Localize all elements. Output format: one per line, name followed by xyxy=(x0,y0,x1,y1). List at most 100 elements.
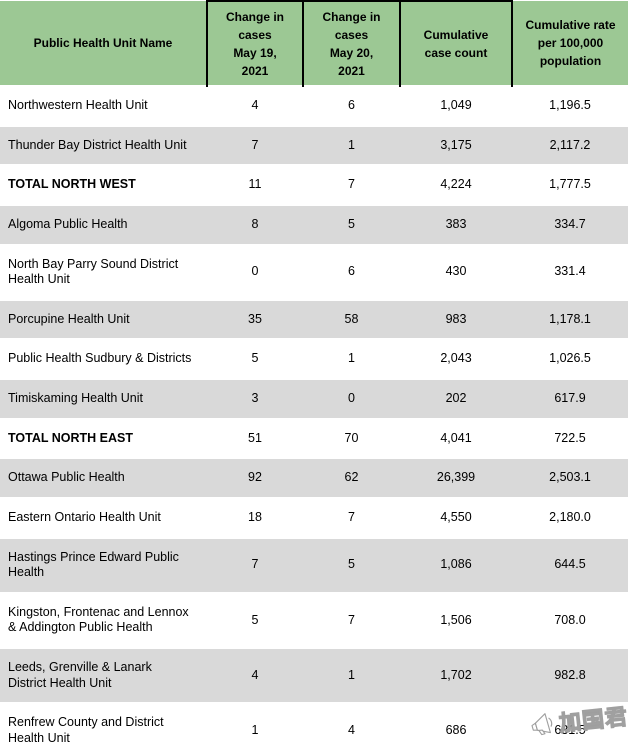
cell-cumulative-rate: 1,777.5 xyxy=(512,165,628,205)
cell-unit-name: Algoma Public Health xyxy=(0,204,207,245)
cell-unit-name: Kingston, Frontenac and Lennox & Addingt… xyxy=(0,592,207,648)
table-row: TOTAL NORTH WEST 11 7 4,224 1,777.5 xyxy=(0,165,628,205)
table-row: Timiskaming Health Unit 3 0 202 617.9 xyxy=(0,379,628,419)
cell-change-may20: 7 xyxy=(303,497,400,538)
cell-change-may20: 6 xyxy=(303,244,400,300)
cell-change-may19: 7 xyxy=(207,537,303,593)
cell-unit-name: Leeds, Grenville & Lanark District Healt… xyxy=(0,648,207,704)
cell-change-may19: 35 xyxy=(207,299,303,340)
table-row: Thunder Bay District Health Unit 7 1 3,1… xyxy=(0,125,628,166)
cell-cumulative-rate: 631.5 xyxy=(512,703,628,749)
cell-change-may20: 5 xyxy=(303,204,400,245)
cell-unit-name: Timiskaming Health Unit xyxy=(0,379,207,419)
cell-unit-name: Eastern Ontario Health Unit xyxy=(0,497,207,538)
cell-cumulative-rate: 331.4 xyxy=(512,244,628,300)
cell-change-may20: 5 xyxy=(303,537,400,593)
cell-cumulative-rate: 722.5 xyxy=(512,418,628,459)
header-unit-name: Public Health Unit Name xyxy=(0,1,207,86)
cell-change-may20: 62 xyxy=(303,458,400,498)
cell-cumulative-cases: 430 xyxy=(400,244,512,300)
cell-cumulative-cases: 383 xyxy=(400,204,512,245)
cell-unit-name: TOTAL NORTH WEST xyxy=(0,165,207,205)
table-header: Public Health Unit Name Change in cases … xyxy=(0,0,628,86)
cell-change-may19: 0 xyxy=(207,244,303,300)
cell-change-may20: 1 xyxy=(303,339,400,379)
table-row: TOTAL NORTH EAST 51 70 4,041 722.5 xyxy=(0,418,628,459)
cell-unit-name: Porcupine Health Unit xyxy=(0,299,207,340)
cell-unit-name: Hastings Prince Edward Public Health xyxy=(0,537,207,593)
cell-unit-name: Renfrew County and District Health Unit xyxy=(0,703,207,749)
cell-cumulative-cases: 983 xyxy=(400,299,512,340)
cell-change-may19: 5 xyxy=(207,592,303,648)
cell-change-may20: 7 xyxy=(303,592,400,648)
cell-unit-name: Northwestern Health Unit xyxy=(0,86,207,126)
cell-cumulative-rate: 2,503.1 xyxy=(512,458,628,498)
cell-change-may19: 3 xyxy=(207,379,303,419)
cell-cumulative-cases: 4,550 xyxy=(400,497,512,538)
cell-change-may19: 18 xyxy=(207,497,303,538)
cell-cumulative-rate: 2,180.0 xyxy=(512,497,628,538)
cell-unit-name: Thunder Bay District Health Unit xyxy=(0,125,207,166)
cell-cumulative-cases: 2,043 xyxy=(400,339,512,379)
cell-cumulative-rate: 708.0 xyxy=(512,592,628,648)
table-row: Algoma Public Health 8 5 383 334.7 xyxy=(0,204,628,245)
table-row: Hastings Prince Edward Public Health 7 5… xyxy=(0,537,628,593)
table-row: Kingston, Frontenac and Lennox & Addingt… xyxy=(0,592,628,648)
cell-change-may19: 5 xyxy=(207,339,303,379)
cell-cumulative-rate: 982.8 xyxy=(512,648,628,704)
cell-change-may19: 11 xyxy=(207,165,303,205)
cell-change-may20: 1 xyxy=(303,125,400,166)
cell-cumulative-cases: 3,175 xyxy=(400,125,512,166)
cell-cumulative-rate: 1,196.5 xyxy=(512,86,628,126)
header-cumulative-cases: Cumulative case count xyxy=(399,0,512,86)
table-row: Eastern Ontario Health Unit 18 7 4,550 2… xyxy=(0,497,628,538)
table-row: Leeds, Grenville & Lanark District Healt… xyxy=(0,648,628,704)
cell-cumulative-rate: 2,117.2 xyxy=(512,125,628,166)
cell-unit-name: TOTAL NORTH EAST xyxy=(0,418,207,459)
cell-cumulative-cases: 202 xyxy=(400,379,512,419)
cell-cumulative-cases: 1,049 xyxy=(400,86,512,126)
header-row: Public Health Unit Name Change in cases … xyxy=(0,0,628,86)
cell-change-may19: 8 xyxy=(207,204,303,245)
table-row: Renfrew County and District Health Unit … xyxy=(0,703,628,749)
header-change-may19: Change in cases May 19, 2021 xyxy=(206,0,303,86)
header-change-may20: Change in cases May 20, 2021 xyxy=(302,0,400,86)
cell-cumulative-rate: 617.9 xyxy=(512,379,628,419)
cell-cumulative-cases: 1,506 xyxy=(400,592,512,648)
cell-cumulative-rate: 1,178.1 xyxy=(512,299,628,340)
table-row: Porcupine Health Unit 35 58 983 1,178.1 xyxy=(0,299,628,340)
table-row: Public Health Sudbury & Districts 5 1 2,… xyxy=(0,339,628,379)
cell-change-may20: 4 xyxy=(303,703,400,749)
cell-change-may19: 4 xyxy=(207,86,303,126)
cell-change-may20: 70 xyxy=(303,418,400,459)
cell-cumulative-rate: 644.5 xyxy=(512,537,628,593)
cell-cumulative-cases: 4,041 xyxy=(400,418,512,459)
cell-unit-name: Public Health Sudbury & Districts xyxy=(0,339,207,379)
cell-change-may20: 7 xyxy=(303,165,400,205)
cell-change-may19: 4 xyxy=(207,648,303,704)
table-row: North Bay Parry Sound District Health Un… xyxy=(0,244,628,300)
cell-cumulative-rate: 334.7 xyxy=(512,204,628,245)
cell-unit-name: Ottawa Public Health xyxy=(0,458,207,498)
cell-change-may19: 92 xyxy=(207,458,303,498)
cell-cumulative-cases: 1,086 xyxy=(400,537,512,593)
cell-cumulative-cases: 686 xyxy=(400,703,512,749)
table-row: Ottawa Public Health 92 62 26,399 2,503.… xyxy=(0,458,628,498)
table-body: Northwestern Health Unit 4 6 1,049 1,196… xyxy=(0,86,628,749)
cell-change-may19: 7 xyxy=(207,125,303,166)
header-cumulative-rate: Cumulative rate per 100,000 population xyxy=(511,1,628,86)
cell-unit-name: North Bay Parry Sound District Health Un… xyxy=(0,244,207,300)
cell-change-may19: 51 xyxy=(207,418,303,459)
table-row: Northwestern Health Unit 4 6 1,049 1,196… xyxy=(0,86,628,126)
cell-cumulative-cases: 1,702 xyxy=(400,648,512,704)
cell-cumulative-rate: 1,026.5 xyxy=(512,339,628,379)
cell-cumulative-cases: 26,399 xyxy=(400,458,512,498)
cell-change-may20: 1 xyxy=(303,648,400,704)
cell-change-may20: 58 xyxy=(303,299,400,340)
cell-change-may20: 6 xyxy=(303,86,400,126)
cell-change-may19: 1 xyxy=(207,703,303,749)
cell-change-may20: 0 xyxy=(303,379,400,419)
cell-cumulative-cases: 4,224 xyxy=(400,165,512,205)
